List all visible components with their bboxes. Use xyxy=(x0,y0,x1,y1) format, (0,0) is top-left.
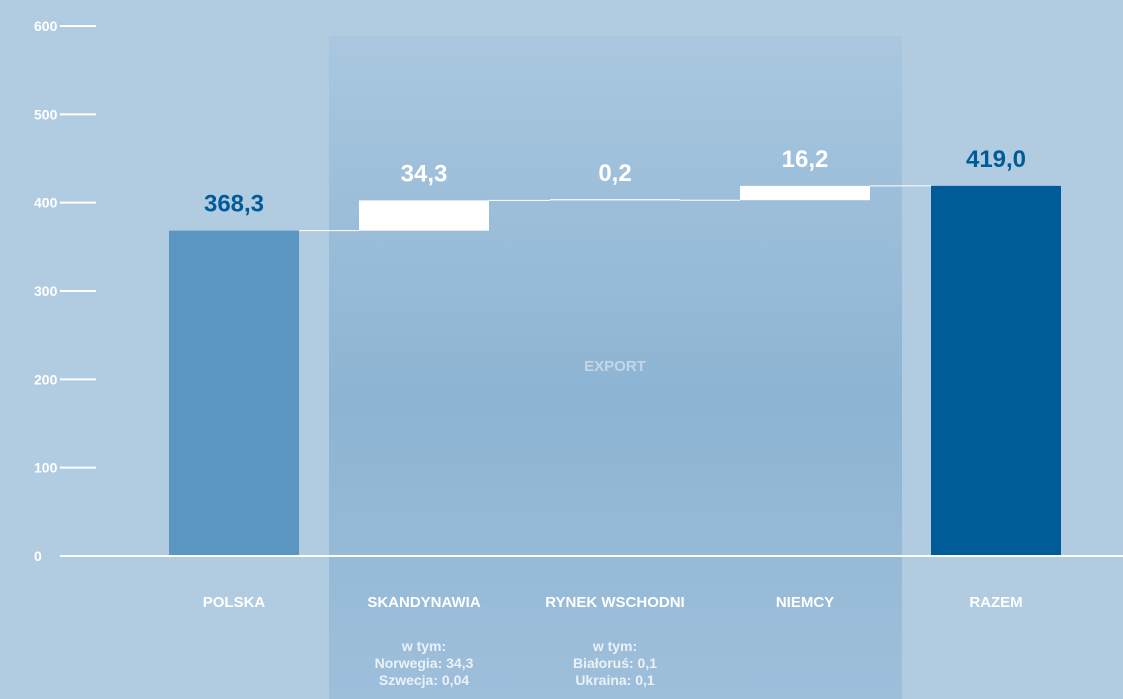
bar-skandynawia xyxy=(359,200,489,231)
y-tick-label: 0 xyxy=(34,548,42,564)
y-tick-label: 300 xyxy=(34,283,58,299)
value-label: 0,2 xyxy=(598,160,631,187)
bar-razem xyxy=(931,185,1061,556)
value-label: 368,3 xyxy=(204,191,264,218)
export-region xyxy=(329,36,902,699)
note-line: Białoruś: 0,1 xyxy=(573,655,657,671)
y-tick-label: 600 xyxy=(34,18,58,34)
connector-lines xyxy=(299,185,931,232)
export-region-label: EXPORT xyxy=(584,358,646,375)
value-label: 419,0 xyxy=(966,146,1026,173)
value-label: 16,2 xyxy=(782,146,829,173)
y-tick-label: 100 xyxy=(34,460,58,476)
category-label: NIEMCY xyxy=(776,594,834,611)
bar-polska xyxy=(169,230,299,556)
category-label: SKANDYNAWIA xyxy=(367,594,481,611)
note-line: Norwegia: 34,3 xyxy=(375,655,474,671)
y-tick-label: 400 xyxy=(34,195,58,211)
y-axis: 0 100 200 300 400 500 600 xyxy=(34,18,96,564)
note-line: w tym: xyxy=(592,638,637,654)
bar-rynek-wschodni xyxy=(550,199,680,201)
note-line: Szwecja: 0,04 xyxy=(379,672,469,688)
category-labels: POLSKA SKANDYNAWIA RYNEK WSCHODNI NIEMCY RAZ… xyxy=(203,594,1023,611)
bars: 368,3 34,3 0,2 16,2 419,0 xyxy=(169,146,1061,556)
category-label: POLSKA xyxy=(203,594,266,611)
note-line: w tym: xyxy=(401,638,446,654)
bar-niemcy xyxy=(740,185,870,201)
value-label: 34,3 xyxy=(401,160,448,187)
category-label: RAZEM xyxy=(969,594,1022,611)
y-tick-label: 500 xyxy=(34,106,58,122)
category-label: RYNEK WSCHODNI xyxy=(545,594,684,611)
y-tick-label: 200 xyxy=(34,371,58,387)
note-line: Ukraina: 0,1 xyxy=(575,672,655,688)
